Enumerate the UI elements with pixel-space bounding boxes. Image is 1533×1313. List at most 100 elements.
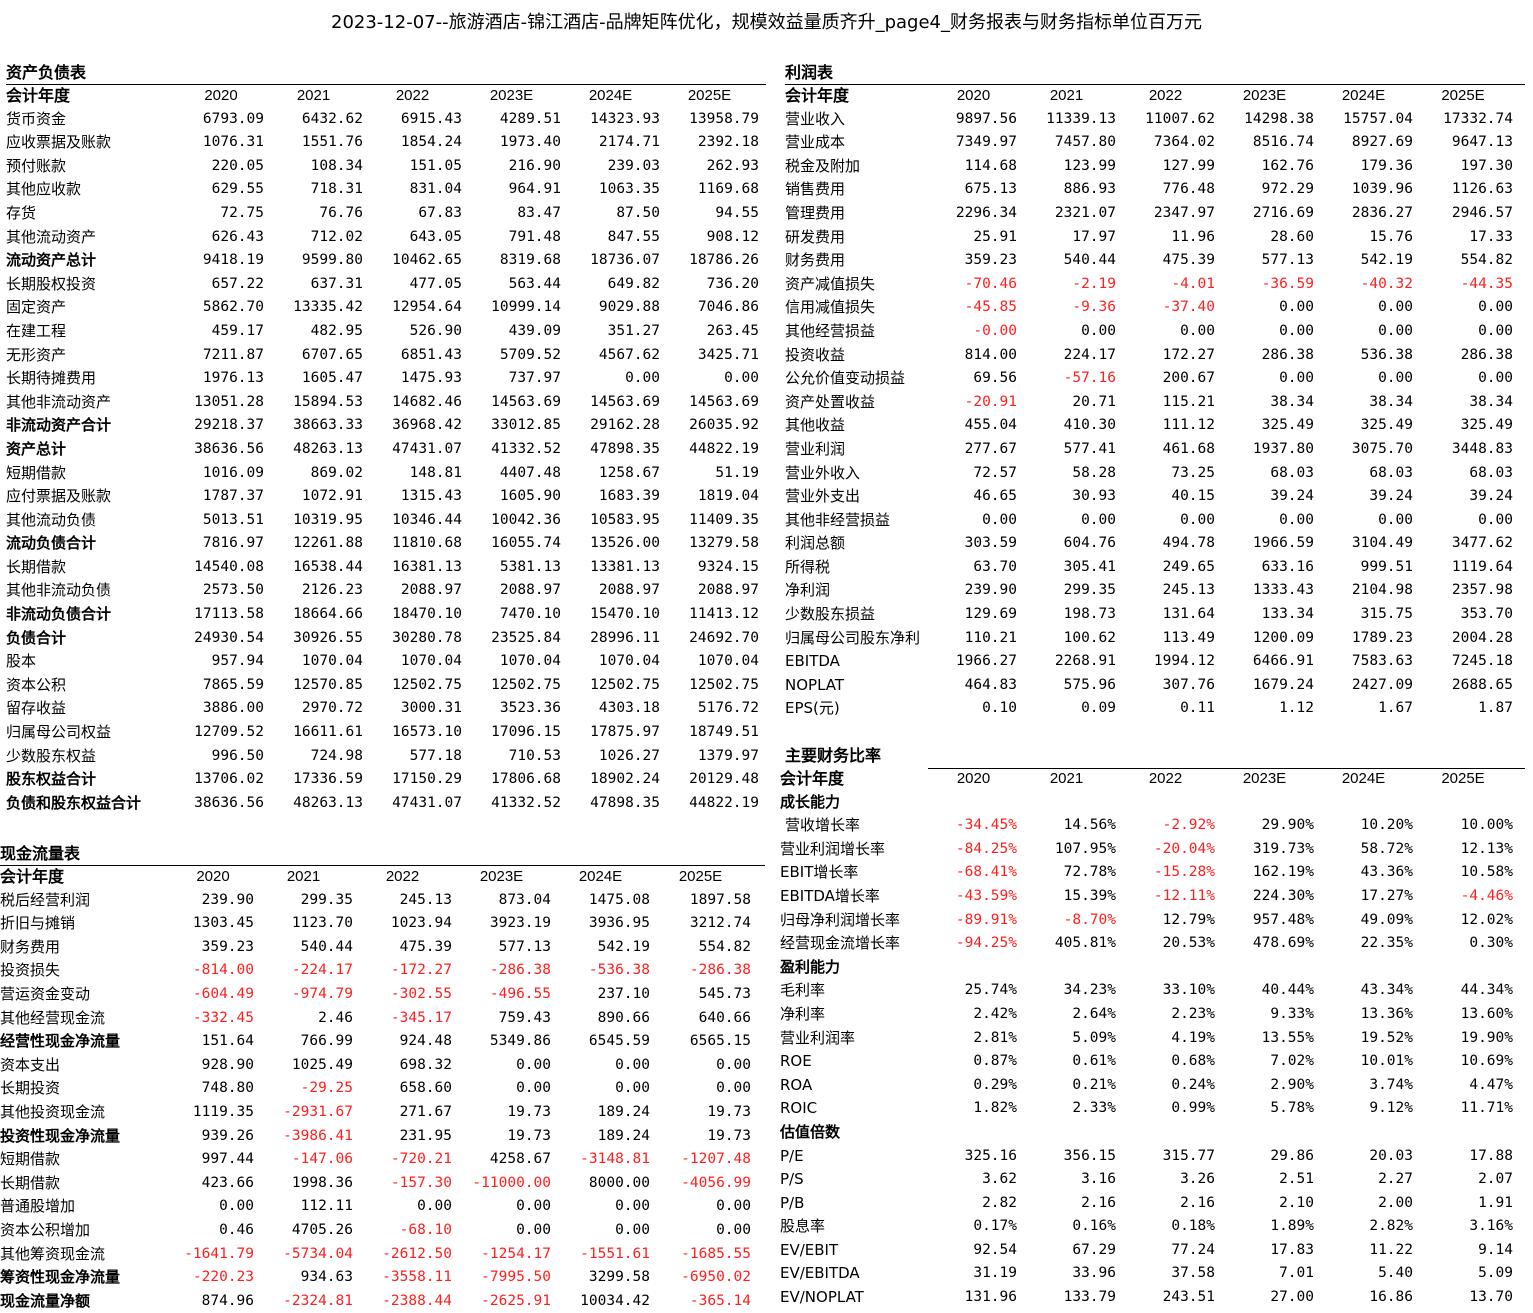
table-row: 资本公积 7865.59 12570.85 12502.75 12502.75 12502… [6, 674, 759, 698]
value-cell: 11.96 [1171, 228, 1215, 245]
value-cell: 5.09 [1478, 1265, 1513, 1282]
value-cell: 359.23 [964, 252, 1017, 269]
column-header-year: 2023E [479, 868, 524, 885]
value-cell: 2104.98 [1351, 582, 1413, 599]
value-cell: 100.62 [1063, 629, 1116, 646]
value-cell: -1641.79 [184, 1245, 254, 1262]
value-cell: 0.30% [1469, 935, 1513, 952]
value-cell: 6545.59 [588, 1033, 650, 1050]
value-cell: 640.66 [698, 1009, 751, 1026]
column-header-year: 2022 [395, 87, 430, 104]
table-row: 存货 72.75 76.76 67.83 83.47 87.50 94.55 [6, 202, 759, 226]
row-label: 营业利润 [785, 439, 846, 458]
value-cell: -1685.55 [681, 1245, 751, 1262]
table-row: 营业成本 7349.97 7457.80 7364.02 8516.74 8927.69 9… [785, 131, 1513, 155]
value-cell: 1551.76 [301, 134, 363, 151]
value-cell: 151.05 [409, 157, 462, 174]
row-label: 应收票据及账款 [6, 133, 112, 152]
value-cell: 325.16 [964, 1147, 1017, 1164]
value-cell [930, 956, 1017, 980]
column-header-year: 2021 [286, 868, 321, 885]
value-cell: 928.90 [201, 1056, 254, 1073]
table-row: 折旧与摊销 1303.45 1123.70 1023.94 3923.19 3936.95… [0, 912, 751, 936]
table-row: 投资损失 -814.00 -224.17 -172.27 -286.38 -536.38 -… [0, 959, 751, 983]
column-header-year: 2024E [588, 87, 633, 104]
value-cell: 10.00% [1460, 817, 1513, 834]
row-label: 存货 [6, 203, 37, 222]
table-row: 非流动负债合计 17113.58 18664.66 18470.10 7470.10 15… [6, 603, 759, 627]
row-label: 长期借款 [0, 1173, 61, 1192]
value-cell: 51.19 [715, 464, 759, 481]
value-cell: 957.48% [1252, 911, 1314, 928]
table-row: 股东权益合计 13706.02 17336.59 17150.29 17806.68 18… [6, 768, 759, 792]
value-cell: 263.45 [706, 322, 759, 339]
value-cell: 1683.39 [598, 488, 660, 505]
row-label: 股息率 [780, 1217, 826, 1236]
value-cell [1215, 956, 1314, 980]
value-cell: 69.56 [973, 370, 1017, 387]
value-cell: 231.95 [399, 1127, 452, 1144]
value-cell: 220.05 [211, 157, 264, 174]
table-row: 固定资产 5862.70 13335.42 12954.64 10999.14 9029.… [6, 296, 759, 320]
value-cell: 9599.80 [301, 252, 363, 269]
value-cell: 0.00 [615, 1221, 650, 1238]
row-label: 负债合计 [6, 628, 67, 647]
value-cell: 286.38 [1460, 346, 1513, 363]
table-row: 所得税 63.70 305.41 249.65 633.16 999.51 1119.64 [785, 556, 1513, 580]
value-cell: 2.46 [318, 1009, 353, 1026]
value-cell: 1072.91 [301, 488, 363, 505]
value-cell: 2.42% [973, 1005, 1017, 1022]
value-cell: 6793.09 [202, 110, 264, 127]
row-label: 销售费用 [785, 180, 846, 199]
value-cell: 7245.18 [1451, 653, 1513, 670]
table-row: 其他应收款 629.55 718.31 831.04 964.91 1063.35 1169… [6, 178, 759, 202]
value-cell: 7349.97 [955, 134, 1017, 151]
value-cell: 33012.85 [491, 417, 561, 434]
value-cell: 831.04 [409, 181, 462, 198]
value-cell: 307.76 [1162, 676, 1215, 693]
value-cell: 2.82 [982, 1194, 1017, 1211]
value-cell: 110.21 [964, 629, 1017, 646]
value-cell: 0.00 [1478, 299, 1513, 316]
value-cell: 16.86 [1369, 1289, 1413, 1306]
value-cell: 83.47 [517, 204, 561, 221]
value-cell: 9.14 [1478, 1241, 1513, 1258]
value-cell: -68.41% [955, 864, 1017, 881]
value-cell: 12954.64 [392, 299, 462, 316]
value-cell: 47431.07 [392, 794, 462, 811]
value-cell: 658.60 [399, 1080, 452, 1097]
value-cell: -814.00 [192, 962, 254, 979]
value-cell: 40.15 [1171, 488, 1215, 505]
row-label: 资本公积增加 [0, 1220, 91, 1239]
value-cell: 68.03 [1270, 464, 1314, 481]
column-header-label: 会计年度 [0, 867, 65, 886]
table-row: 普通股增加 0.00 112.11 0.00 0.00 0.00 0.00 [0, 1195, 751, 1219]
value-cell: 759.43 [498, 1009, 551, 1026]
value-cell: 10583.95 [590, 511, 660, 528]
value-cell: 48263.13 [293, 794, 363, 811]
row-label: 净利率 [780, 1004, 826, 1023]
value-cell: 0.00 [716, 1198, 751, 1215]
value-cell: 1070.04 [499, 653, 561, 670]
value-cell: 7.01 [1279, 1265, 1314, 1282]
value-cell: 17.97 [1072, 228, 1116, 245]
value-cell: -496.55 [489, 985, 551, 1002]
table-row: 短期借款 1016.09 869.02 148.81 4407.48 1258.67 51.… [6, 462, 759, 486]
value-cell: 724.98 [310, 747, 363, 764]
value-cell: -224.17 [291, 962, 353, 979]
table-row: 利润总额 303.59 604.76 494.78 1966.59 3104.49 3477… [785, 532, 1513, 556]
value-cell: 44822.19 [689, 440, 759, 457]
value-cell: 633.16 [1261, 558, 1314, 575]
table-row: 流动负债合计 7816.97 12261.88 11810.68 16055.74 135… [6, 532, 759, 556]
table-row: 资产总计 38636.56 48263.13 47431.07 41332.52 4789… [6, 438, 759, 462]
ratios-rule [928, 768, 1525, 769]
value-cell: 162.19% [1252, 864, 1314, 881]
value-cell: 475.39 [1162, 252, 1215, 269]
value-cell: 477.05 [409, 275, 462, 292]
row-label: 归属母公司权益 [6, 723, 112, 742]
value-cell: 2.51 [1279, 1171, 1314, 1188]
value-cell: 123.99 [1063, 157, 1116, 174]
table-row: 长期借款 14540.08 16538.44 16381.13 5381.13 13381… [6, 556, 759, 580]
table-row: 在建工程 459.17 482.95 526.90 439.09 351.27 263.45 [6, 320, 759, 344]
value-cell: 3923.19 [489, 915, 551, 932]
